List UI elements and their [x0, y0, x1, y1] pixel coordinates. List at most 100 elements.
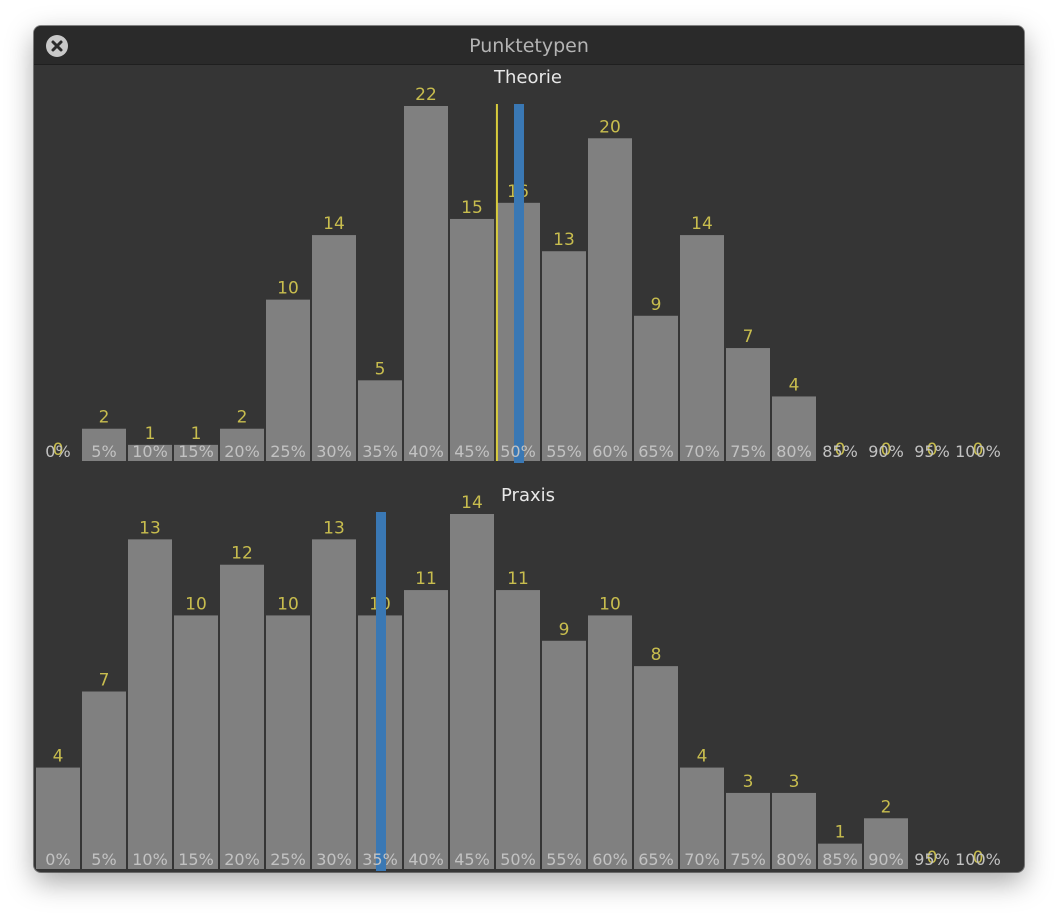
bar — [864, 818, 908, 869]
bar — [634, 666, 678, 869]
tick-label: 10% — [132, 850, 168, 869]
value-label: 1 — [145, 424, 156, 444]
value-label: 5 — [375, 359, 386, 379]
bar — [680, 767, 724, 869]
tick-label: 25% — [270, 442, 306, 461]
value-label: 22 — [415, 85, 437, 105]
value-label: 13 — [323, 518, 345, 538]
tick-label: 15% — [178, 850, 214, 869]
window-title: Punktetypen — [469, 35, 589, 57]
bar — [588, 615, 632, 869]
tick-label: 20% — [224, 850, 260, 869]
bar — [542, 640, 586, 869]
bar — [82, 428, 126, 461]
tick-label: 50% — [500, 442, 536, 461]
value-label: 10 — [185, 594, 207, 614]
bar — [36, 767, 80, 869]
bar — [220, 564, 264, 869]
value-label: 8 — [651, 645, 662, 665]
bar — [726, 792, 770, 869]
value-label: 11 — [507, 569, 529, 589]
tick-label: 90% — [868, 850, 904, 869]
tick-label: 55% — [546, 442, 582, 461]
bar — [358, 380, 402, 461]
chart-title-0: Theorie — [493, 67, 562, 88]
bar — [312, 235, 356, 461]
value-label: 2 — [237, 408, 248, 428]
tick-label: 30% — [316, 850, 352, 869]
value-label: 14 — [691, 214, 713, 234]
tick-label: 70% — [684, 442, 720, 461]
value-label: 20 — [599, 117, 621, 137]
value-label: 13 — [553, 230, 575, 250]
tick-label: 0% — [45, 442, 70, 461]
value-label: 0 — [973, 848, 984, 868]
bar — [174, 444, 218, 461]
value-label: 4 — [697, 747, 708, 767]
value-label: 15 — [461, 198, 483, 218]
value-label: 4 — [53, 747, 64, 767]
value-label: 0 — [835, 440, 846, 460]
bar — [450, 218, 494, 461]
bar — [772, 396, 816, 461]
tick-label: 45% — [454, 442, 490, 461]
tick-label: 80% — [776, 850, 812, 869]
bar — [588, 138, 632, 461]
value-label: 7 — [743, 327, 754, 347]
tick-label: 60% — [592, 850, 628, 869]
value-label: 10 — [599, 594, 621, 614]
tick-label: 35% — [362, 850, 398, 869]
tick-label: 95% — [914, 850, 950, 869]
bar — [818, 843, 862, 869]
tick-label: 60% — [592, 442, 628, 461]
tick-label: 75% — [730, 442, 766, 461]
bar — [542, 251, 586, 461]
bar — [680, 235, 724, 461]
value-label: 1 — [191, 424, 202, 444]
value-label: 0 — [53, 440, 64, 460]
tick-label: 65% — [638, 850, 674, 869]
tick-label: 70% — [684, 850, 720, 869]
value-label: 13 — [139, 518, 161, 538]
value-label: 0 — [927, 848, 938, 868]
tick-label: 50% — [500, 850, 536, 869]
bar — [220, 428, 264, 461]
bar — [404, 106, 448, 461]
value-label: 14 — [461, 493, 483, 513]
charts-area: Theorie021121014522151613209147400000%5%… — [36, 67, 1001, 871]
tick-label: 25% — [270, 850, 306, 869]
value-label: 9 — [651, 295, 662, 315]
tick-label: 65% — [638, 442, 674, 461]
bar — [404, 590, 448, 869]
tick-label: 90% — [868, 442, 904, 461]
tick-label: 40% — [408, 850, 444, 869]
tick-label: 85% — [822, 442, 858, 461]
tick-label: 30% — [316, 442, 352, 461]
tick-label: 100% — [955, 442, 1001, 461]
tick-label: 35% — [362, 442, 398, 461]
close-button[interactable] — [46, 35, 68, 57]
window: Punktetypen Theorie021121014522151613209… — [34, 26, 1024, 872]
value-label: 10 — [277, 279, 299, 299]
bar — [82, 691, 126, 869]
value-label: 1 — [835, 823, 846, 843]
tick-label: 45% — [454, 850, 490, 869]
value-label: 0 — [973, 440, 984, 460]
tick-label: 40% — [408, 442, 444, 461]
tick-label: 80% — [776, 442, 812, 461]
tick-label: 0% — [45, 850, 70, 869]
value-label: 0 — [927, 440, 938, 460]
value-label: 7 — [99, 671, 110, 691]
value-label: 3 — [743, 772, 754, 792]
value-label: 3 — [789, 772, 800, 792]
tick-label: 55% — [546, 850, 582, 869]
chart-title-1: Praxis — [501, 485, 555, 506]
bar — [450, 514, 494, 869]
tick-label: 100% — [955, 850, 1001, 869]
tick-label: 95% — [914, 442, 950, 461]
value-label: 10 — [277, 594, 299, 614]
bar — [128, 539, 172, 869]
bar — [726, 348, 770, 461]
tick-label: 75% — [730, 850, 766, 869]
bar — [266, 299, 310, 461]
